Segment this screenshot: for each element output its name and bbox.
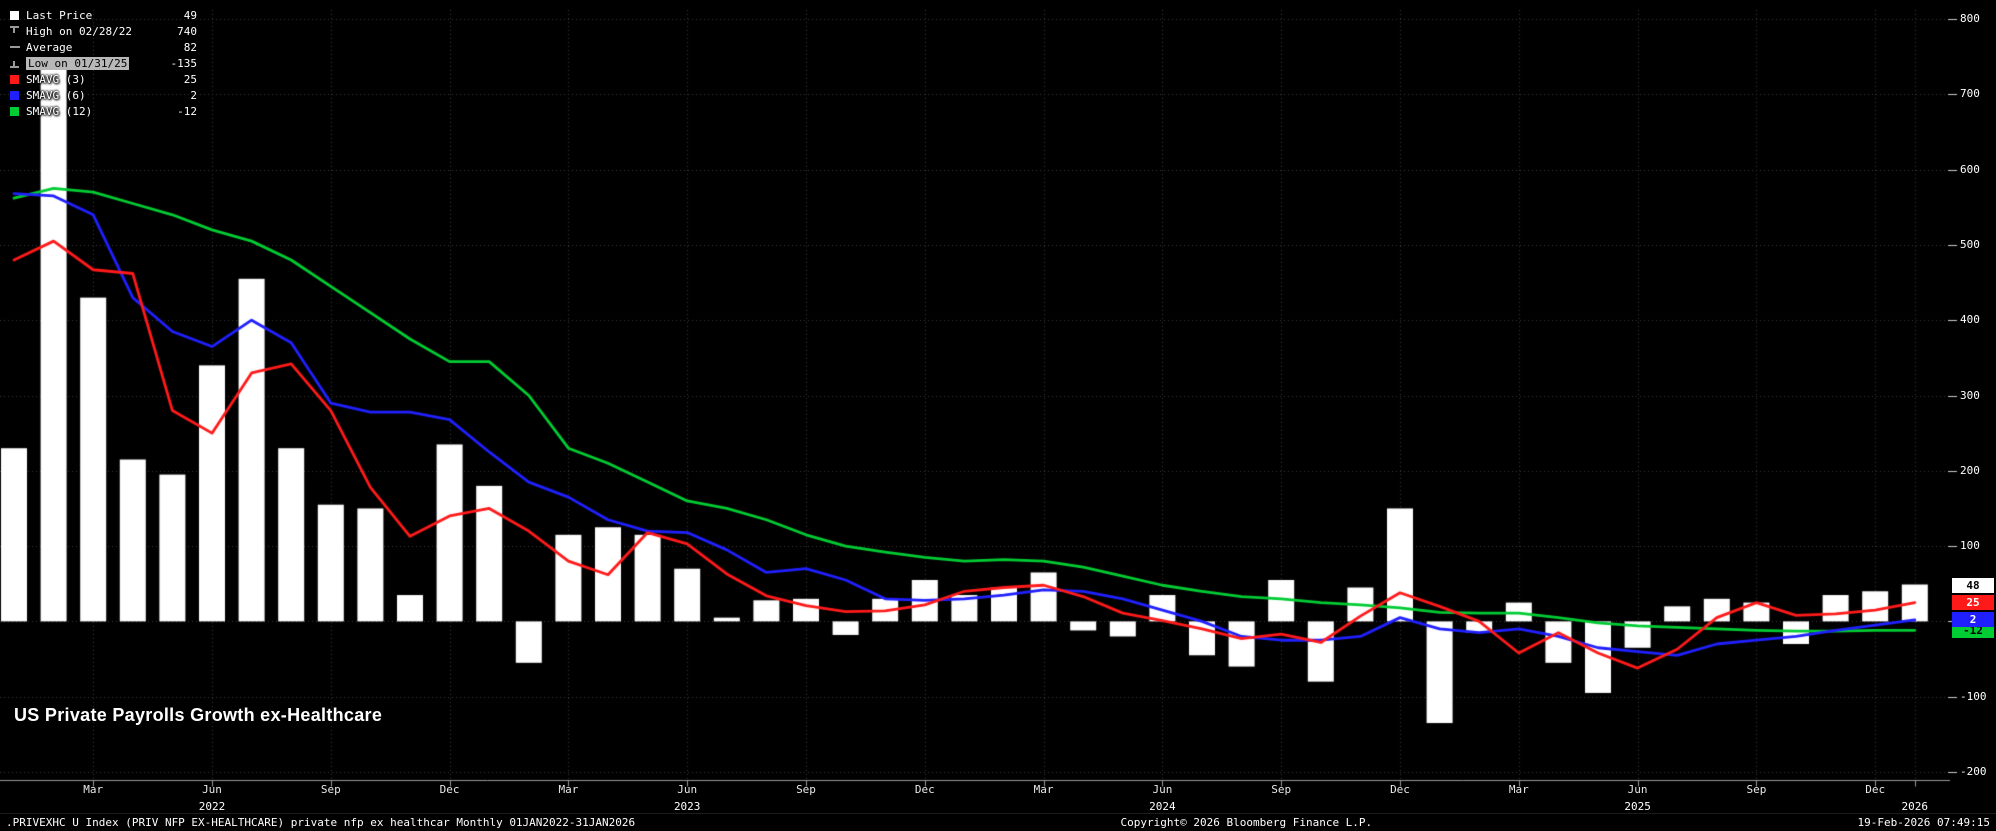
color-swatch-icon bbox=[7, 74, 22, 85]
legend-label: SMAVG (3) bbox=[26, 72, 86, 86]
x-axis-month-label: Mar bbox=[1508, 783, 1529, 796]
x-axis-year-label: 2024 bbox=[1149, 800, 1176, 813]
y-axis-label: 500 bbox=[1960, 237, 1980, 251]
legend-value: 82 bbox=[183, 40, 197, 54]
y-axis-label: 800 bbox=[1960, 12, 1980, 25]
y-axis-label: 100 bbox=[1960, 539, 1980, 553]
x-axis-month-label: Sep bbox=[796, 783, 816, 796]
security-description: .PRIVEXHC U Index (PRIV NFP EX-HEALTHCAR… bbox=[6, 816, 636, 829]
x-axis-year-label: 2023 bbox=[673, 800, 701, 813]
legend-value: -12 bbox=[177, 104, 197, 118]
last-price-axis-marker: 48 bbox=[1952, 577, 1994, 593]
x-axis-month-label: Mar bbox=[1033, 783, 1054, 796]
x-axis-month-label: Sep bbox=[1271, 783, 1292, 796]
color-swatch-icon bbox=[7, 106, 22, 117]
x-axis-month-label: Sep bbox=[320, 783, 341, 796]
legend-row-smavg-12[interactable]: SMAVG (12) -12 bbox=[4, 103, 200, 119]
legend-row-low[interactable]: Low on 01/31/25 -135 bbox=[4, 55, 200, 71]
legend-row-average[interactable]: Average 82 bbox=[4, 39, 200, 55]
x-axis-month-label: Dec bbox=[439, 783, 460, 796]
y-axis-label: -200 bbox=[1960, 765, 1987, 778]
legend-row-smavg-3[interactable]: SMAVG (3) 25 bbox=[4, 71, 200, 87]
legend-value: 49 bbox=[183, 8, 197, 22]
smavg-3-axis-marker: 25 bbox=[1952, 595, 1994, 611]
x-axis-year-label: 2022 bbox=[198, 800, 226, 813]
x-axis-month-label: Jun bbox=[202, 783, 222, 796]
legend-value: 25 bbox=[183, 72, 197, 86]
legend-row-smavg-6[interactable]: SMAVG (6) 2 bbox=[4, 87, 200, 103]
legend-value: -135 bbox=[170, 56, 198, 70]
high-tick-icon bbox=[7, 26, 22, 37]
x-axis-month-label: Jun bbox=[1627, 783, 1648, 796]
x-axis-month-label: Mar bbox=[83, 783, 104, 796]
x-axis-month-label: Dec bbox=[1390, 783, 1410, 796]
legend-label: High on 02/28/22 bbox=[26, 24, 132, 38]
legend-value: 740 bbox=[177, 24, 197, 38]
x-axis-month-label: Sep bbox=[1746, 783, 1767, 796]
y-axis-label: -100 bbox=[1960, 689, 1987, 703]
x-axis-month-label: Jun bbox=[677, 783, 698, 796]
x-axis-month-label: Dec bbox=[914, 783, 935, 796]
y-axis-label: 300 bbox=[1960, 388, 1980, 402]
legend-value: 2 bbox=[190, 88, 197, 102]
legend-label: SMAVG (6) bbox=[26, 88, 86, 102]
x-axis-year-label: 2026 bbox=[1901, 800, 1929, 813]
x-axis-month-label: Mar bbox=[558, 783, 579, 796]
legend-row-high[interactable]: High on 02/28/22 740 bbox=[4, 23, 200, 39]
legend-label: Last Price bbox=[26, 8, 93, 22]
copyright-text: Copyright© 2026 Bloomberg Finance L.P. bbox=[1120, 816, 1373, 829]
color-swatch-icon bbox=[7, 90, 22, 101]
smavg-6-axis-marker: 2 bbox=[1952, 612, 1994, 628]
y-axis-label: 600 bbox=[1960, 162, 1980, 176]
legend-row-last-price[interactable]: Last Price 49 bbox=[4, 7, 200, 23]
x-axis-month-label: Dec bbox=[1865, 783, 1886, 796]
y-axis-label: 400 bbox=[1960, 313, 1980, 327]
y-axis-label: 700 bbox=[1960, 87, 1980, 101]
color-swatch-icon bbox=[7, 10, 22, 21]
legend-label: SMAVG (12) bbox=[26, 104, 93, 118]
legend-label: Average bbox=[26, 40, 73, 54]
timestamp: 19-Feb-2026 07:49:15 bbox=[1857, 816, 1990, 829]
chart-title: US Private Payrolls Growth ex-Healthcare bbox=[14, 705, 383, 725]
legend-label: Low on 01/31/25 bbox=[26, 56, 130, 70]
x-axis-year-label: 2025 bbox=[1624, 800, 1651, 813]
status-bar: .PRIVEXHC U Index (PRIV NFP EX-HEALTHCAR… bbox=[0, 813, 1996, 831]
x-axis-month-label: Jun bbox=[1152, 783, 1173, 796]
chart-legend: Last Price 49 High on 02/28/22 740 Average 82… bbox=[4, 7, 200, 119]
y-axis-label: 200 bbox=[1960, 463, 1980, 477]
low-tick-icon bbox=[7, 58, 22, 69]
average-dash-icon bbox=[7, 42, 22, 53]
